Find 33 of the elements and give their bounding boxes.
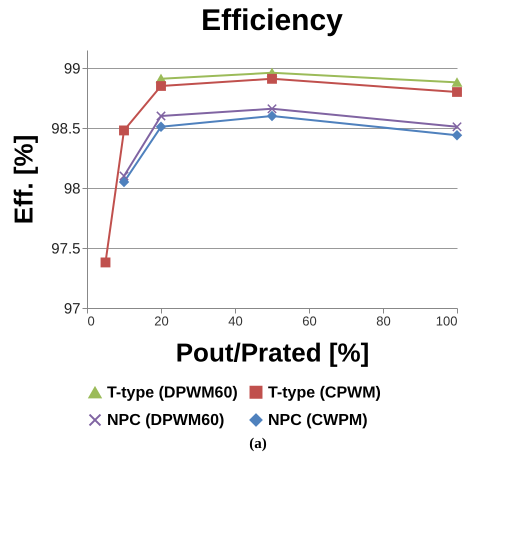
text: (a) xyxy=(248,436,268,453)
point xyxy=(452,122,462,132)
y-tick-label: 98.5 xyxy=(51,120,80,138)
point xyxy=(267,104,277,114)
y-tick-label: 97 xyxy=(64,300,80,318)
point xyxy=(119,177,129,187)
legend-label: T-type (CPWM) xyxy=(268,384,381,402)
point xyxy=(452,87,462,97)
x-axis-title: Pout/Prated [%] xyxy=(176,338,370,368)
point xyxy=(156,111,166,121)
point xyxy=(452,78,462,87)
y-tick-label: 97.5 xyxy=(51,240,80,258)
x-tick-label: 20 xyxy=(154,314,169,328)
chart-title: Efficiency xyxy=(201,4,344,37)
y-axis-title: Eff. [%] xyxy=(8,134,38,224)
x-tick-label: 60 xyxy=(302,314,317,328)
point xyxy=(452,130,462,140)
legend-label: NPC (CWPM) xyxy=(268,412,368,429)
legend-label: NPC (DPWM60) xyxy=(107,412,224,429)
point xyxy=(119,171,129,181)
point xyxy=(267,111,277,121)
x-tick-label: 100 xyxy=(436,314,458,328)
x-tick-label: 80 xyxy=(376,314,391,328)
point xyxy=(156,122,166,132)
point xyxy=(267,74,277,84)
point xyxy=(156,81,166,91)
y-tick-label: 98 xyxy=(64,180,80,198)
x-tick-label: 40 xyxy=(228,314,243,328)
point xyxy=(100,257,110,268)
point xyxy=(119,125,129,136)
x-tick-label: 0 xyxy=(88,314,95,328)
legend-label: T-type (DPWM60) xyxy=(107,384,238,402)
y-tick-label: 99 xyxy=(64,60,80,78)
